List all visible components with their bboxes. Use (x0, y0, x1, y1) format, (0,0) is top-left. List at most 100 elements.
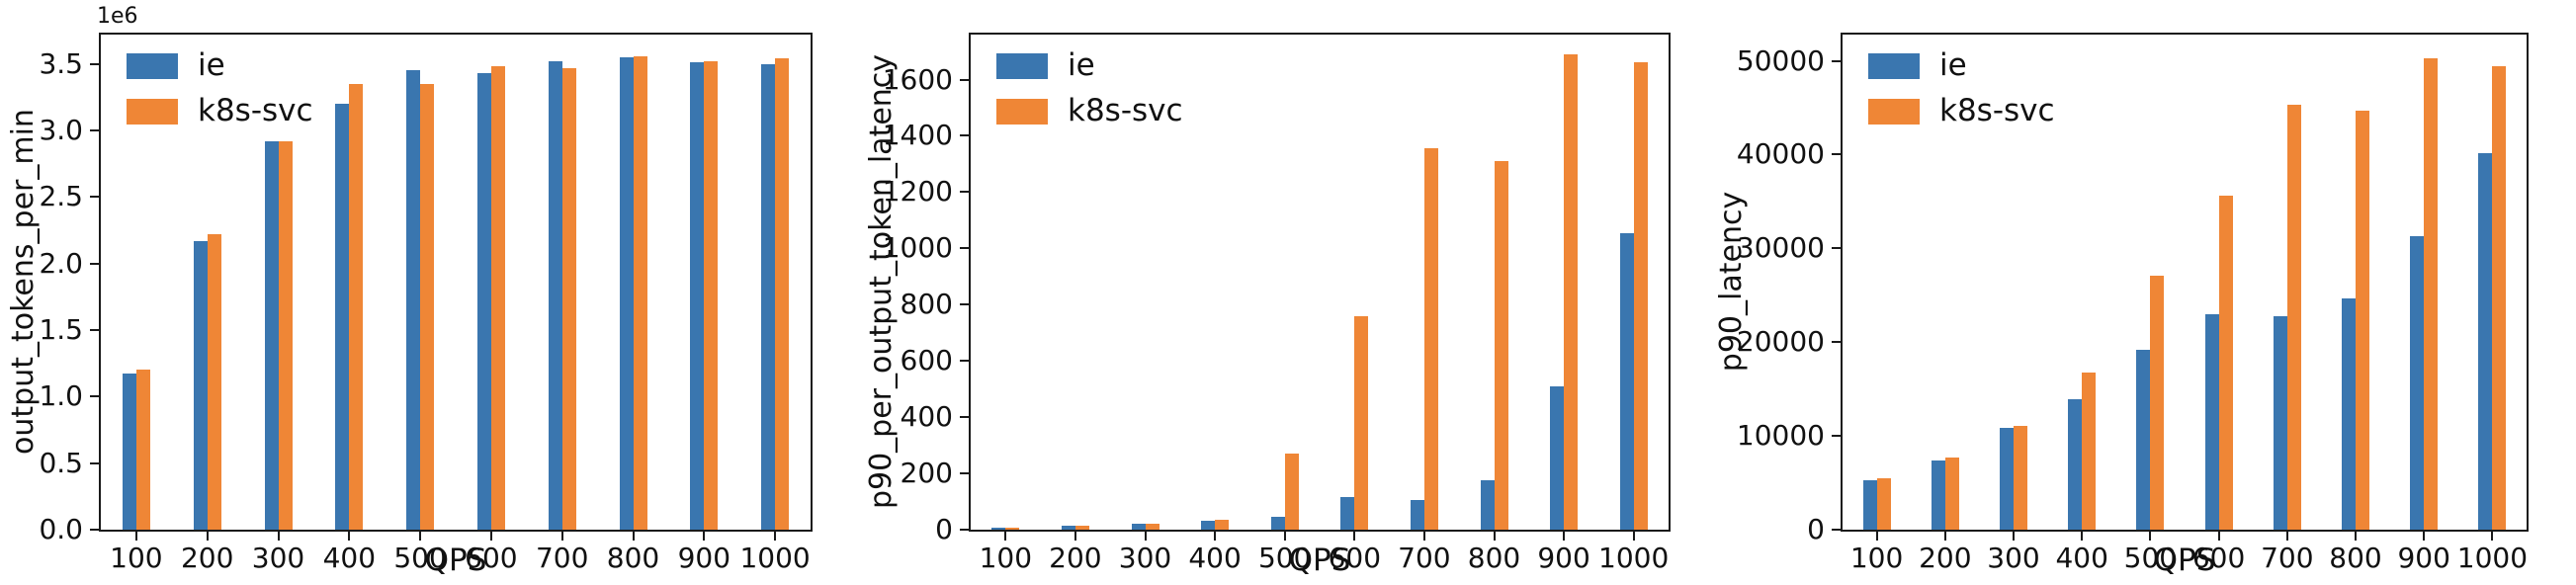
bar-ie-100 (123, 374, 136, 530)
x-tick-mark (134, 532, 137, 541)
bar-k8s-svc-200 (1075, 526, 1089, 530)
bar-ie-100 (991, 528, 1005, 530)
bar-k8s-svc-800 (1495, 161, 1508, 530)
x-tick-label: 600 (465, 542, 518, 574)
y-tick-mark (90, 328, 99, 331)
y-tick-label: 30000 (1736, 231, 1825, 265)
bar-ie-300 (1132, 524, 1146, 530)
y-tick-mark (1832, 59, 1841, 62)
x-tick-mark (2423, 532, 2426, 541)
bar-ie-800 (2342, 298, 2356, 530)
y-tick-label: 200 (900, 457, 953, 490)
x-tick-mark (632, 532, 635, 541)
x-tick-label: 700 (535, 542, 589, 574)
bar-ie-400 (335, 104, 349, 530)
bar-ie-800 (620, 57, 634, 530)
bar-ie-200 (1062, 526, 1075, 530)
chart-p90-per-output-token-latency: p90_per_output_token_latency ie k8s-svc Q… (858, 0, 1716, 585)
legend-entry-k8s-svc: k8s-svc (1868, 96, 2055, 126)
x-axis-label: QPS (424, 543, 487, 578)
y-tick-label: 0.0 (39, 513, 83, 545)
bar-k8s-svc-100 (1877, 478, 1891, 530)
x-tick-mark (1943, 532, 1946, 541)
legend-swatch-k8s-svc (996, 98, 1048, 125)
bar-k8s-svc-500 (420, 84, 434, 530)
x-tick-label: 100 (979, 542, 1033, 574)
bar-ie-800 (1481, 480, 1495, 530)
x-tick-label: 300 (251, 542, 305, 574)
x-tick-label: 600 (2191, 542, 2246, 574)
x-tick-label: 500 (1257, 542, 1312, 574)
bar-ie-400 (2068, 399, 2082, 530)
y-tick-label: 0 (1807, 513, 1825, 545)
y-tick-mark (1832, 153, 1841, 156)
x-tick-label: 200 (1919, 542, 1972, 574)
y-tick-label: 3.0 (39, 113, 83, 146)
y-tick-mark (960, 303, 969, 306)
plot-area: ie k8s-svc (969, 33, 1671, 532)
chart-output-tokens-per-min: output_tokens_per_min 1e6 ie k8s-svc QPS … (0, 0, 858, 585)
bar-ie-700 (1411, 500, 1424, 530)
x-tick-mark (2013, 532, 2015, 541)
legend-swatch-ie (1868, 52, 1920, 79)
x-tick-label: 100 (110, 542, 163, 574)
x-tick-mark (703, 532, 706, 541)
x-tick-label: 400 (2055, 542, 2108, 574)
y-tick-label: 1600 (882, 62, 953, 96)
bar-ie-500 (406, 70, 420, 530)
y-tick-mark (90, 196, 99, 199)
x-tick-label: 300 (1118, 542, 1172, 574)
legend-swatch-k8s-svc (127, 98, 178, 125)
y-tick-mark (1832, 247, 1841, 250)
y-tick-mark (90, 262, 99, 265)
legend-label: ie (1068, 47, 1095, 83)
x-tick-label: 400 (322, 542, 377, 574)
legend-swatch-ie (996, 52, 1048, 79)
x-axis-label: QPS (1288, 543, 1351, 578)
x-tick-mark (1004, 532, 1007, 541)
y-tick-mark (960, 247, 969, 250)
y-tick-label: 40000 (1736, 137, 1825, 171)
bar-ie-100 (1863, 480, 1877, 530)
x-tick-label: 700 (2261, 542, 2314, 574)
bar-k8s-svc-400 (2082, 373, 2096, 530)
bar-ie-700 (2274, 316, 2287, 530)
x-tick-label: 200 (1049, 542, 1102, 574)
y-tick-label: 3.5 (39, 46, 83, 80)
bar-k8s-svc-600 (1354, 316, 1368, 530)
legend-label: ie (198, 47, 225, 83)
bar-k8s-svc-600 (2219, 196, 2233, 530)
bar-ie-300 (2000, 428, 2014, 530)
y-tick-mark (90, 529, 99, 531)
bar-ie-1000 (761, 64, 775, 530)
y-axis-offset-label: 1e6 (97, 4, 138, 29)
y-tick-label: 1.0 (39, 379, 83, 413)
y-tick-mark (960, 78, 969, 81)
x-tick-mark (1563, 532, 1566, 541)
y-tick-label: 1200 (882, 175, 953, 209)
x-tick-mark (1422, 532, 1425, 541)
chart-p90-latency: p90_latency ie k8s-svc QPS 0 10000 20000 300… (1714, 0, 2574, 585)
x-tick-mark (1144, 532, 1147, 541)
y-tick-mark (960, 191, 969, 194)
y-tick-label: 20000 (1736, 325, 1825, 359)
bar-k8s-svc-900 (1564, 54, 1578, 530)
bar-ie-200 (194, 241, 208, 530)
bar-k8s-svc-1000 (2492, 66, 2506, 530)
x-tick-label: 100 (1849, 542, 1904, 574)
x-tick-label: 900 (1537, 542, 1590, 574)
y-tick-label: 1.5 (39, 312, 83, 346)
bar-ie-600 (2205, 314, 2219, 530)
y-tick-label: 2.5 (39, 180, 83, 213)
bar-k8s-svc-100 (136, 370, 150, 530)
bar-k8s-svc-300 (2014, 426, 2027, 530)
x-tick-mark (348, 532, 351, 541)
y-tick-mark (960, 529, 969, 531)
x-tick-mark (774, 532, 777, 541)
y-tick-label: 800 (900, 288, 953, 321)
x-tick-mark (2491, 532, 2494, 541)
x-tick-mark (489, 532, 492, 541)
x-tick-mark (277, 532, 280, 541)
legend: ie k8s-svc (127, 50, 313, 141)
